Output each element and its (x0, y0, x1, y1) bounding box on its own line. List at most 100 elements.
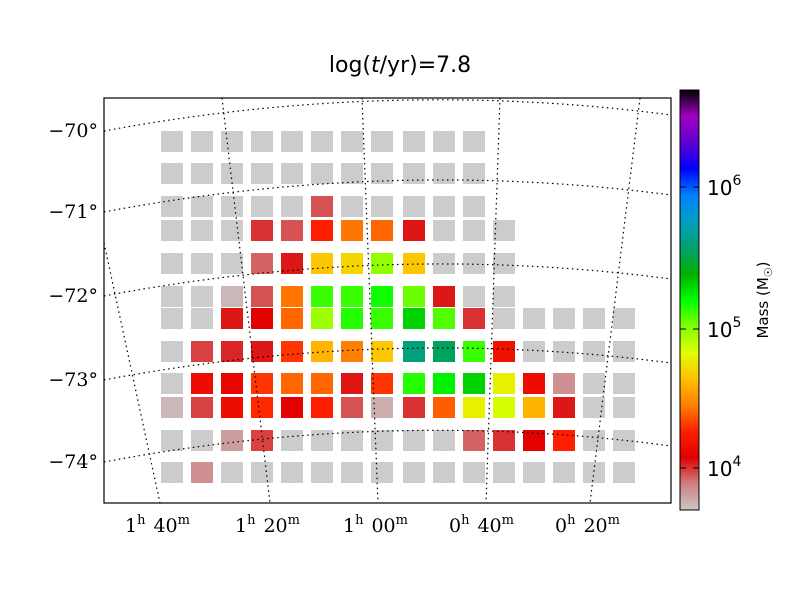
mass-cell (433, 373, 455, 394)
mass-cell (403, 253, 425, 274)
chart-title: log(t/yr)=7.8 (329, 53, 471, 78)
colorbar: 106 105 104 Mass (M☉) (679, 89, 775, 511)
mass-cell (341, 373, 363, 394)
mass-cell (281, 253, 303, 274)
mass-cell (463, 397, 485, 418)
mass-cell (523, 373, 545, 394)
empty-cell (403, 163, 425, 184)
mass-cell (251, 308, 273, 329)
empty-cell (371, 163, 393, 184)
empty-cell (371, 462, 393, 483)
empty-cell (161, 341, 183, 362)
x-tick-label: 0h 40m (449, 513, 514, 537)
mass-cell (371, 220, 393, 241)
empty-cell (281, 131, 303, 152)
empty-cell (191, 196, 213, 217)
empty-cell (281, 430, 303, 451)
mass-cell (311, 397, 333, 418)
colorbar-label: Mass (M☉) (754, 261, 775, 338)
empty-cell (493, 220, 515, 241)
mass-cell (251, 430, 273, 451)
mass-cell (433, 341, 455, 362)
empty-cell (433, 196, 455, 217)
empty-cell (613, 308, 635, 329)
mass-cell (311, 253, 333, 274)
empty-cell (191, 430, 213, 451)
empty-cell (403, 131, 425, 152)
empty-cell (251, 196, 273, 217)
y-tick-label: −74° (48, 451, 98, 473)
colorbar-ticks (680, 186, 699, 469)
mass-cell (403, 373, 425, 394)
mass-cell (493, 397, 515, 418)
mass-cell (161, 397, 183, 418)
x-tick-label: 1h 20m (235, 513, 300, 537)
ra-gridline-0h20 (589, 97, 641, 504)
y-tick-label: −72° (48, 285, 98, 307)
mass-cell (493, 341, 515, 362)
empty-cell (463, 253, 485, 274)
empty-cell (493, 462, 515, 483)
mass-cell (281, 373, 303, 394)
empty-cell (221, 220, 243, 241)
mass-cell (251, 253, 273, 274)
dec-gridline-73 (103, 347, 672, 381)
empty-cell (583, 397, 605, 418)
mass-cell (221, 308, 243, 329)
empty-cell (493, 286, 515, 307)
empty-cell (161, 430, 183, 451)
empty-cell (191, 253, 213, 274)
mass-cell (281, 286, 303, 307)
empty-cell (161, 253, 183, 274)
mass-cell (251, 397, 273, 418)
mass-cell (311, 196, 333, 217)
empty-cell (553, 308, 575, 329)
empty-cell (311, 163, 333, 184)
empty-cell (341, 430, 363, 451)
mass-cell (433, 308, 455, 329)
mass-cell (403, 308, 425, 329)
mass-cell (281, 397, 303, 418)
empty-cell (311, 430, 333, 451)
mass-cell (281, 220, 303, 241)
mass-cell (281, 341, 303, 362)
mass-cell (191, 397, 213, 418)
empty-cell (191, 163, 213, 184)
mass-cell (251, 373, 273, 394)
empty-cell (583, 341, 605, 362)
empty-cell (311, 462, 333, 483)
empty-cell (191, 308, 213, 329)
mass-cell (221, 341, 243, 362)
empty-cell (403, 430, 425, 451)
empty-cell (161, 308, 183, 329)
empty-cell (191, 286, 213, 307)
mass-cell (221, 373, 243, 394)
mass-cell (191, 462, 213, 483)
empty-cell (251, 163, 273, 184)
colorbar-tick-label: 104 (707, 454, 741, 481)
empty-cell (251, 462, 273, 483)
mass-cell (433, 286, 455, 307)
mass-cell (371, 308, 393, 329)
x-tick-label: 0h 20m (555, 513, 620, 537)
mass-cell (403, 341, 425, 362)
mass-cell (341, 253, 363, 274)
mass-cell (463, 341, 485, 362)
empty-cell (161, 220, 183, 241)
mass-cell (281, 308, 303, 329)
mass-cell (311, 373, 333, 394)
mass-cell (221, 397, 243, 418)
empty-cell (463, 462, 485, 483)
empty-cell (161, 373, 183, 394)
mass-cell (221, 286, 243, 307)
y-tick-label: −71° (48, 201, 98, 223)
dec-gridline-72 (103, 263, 672, 297)
x-tick-label: 1h 00m (343, 513, 408, 537)
empty-cell (341, 131, 363, 152)
mass-cell (493, 373, 515, 394)
empty-cell (371, 196, 393, 217)
mass-cell (311, 286, 333, 307)
mass-cell (371, 373, 393, 394)
empty-cell (583, 308, 605, 329)
